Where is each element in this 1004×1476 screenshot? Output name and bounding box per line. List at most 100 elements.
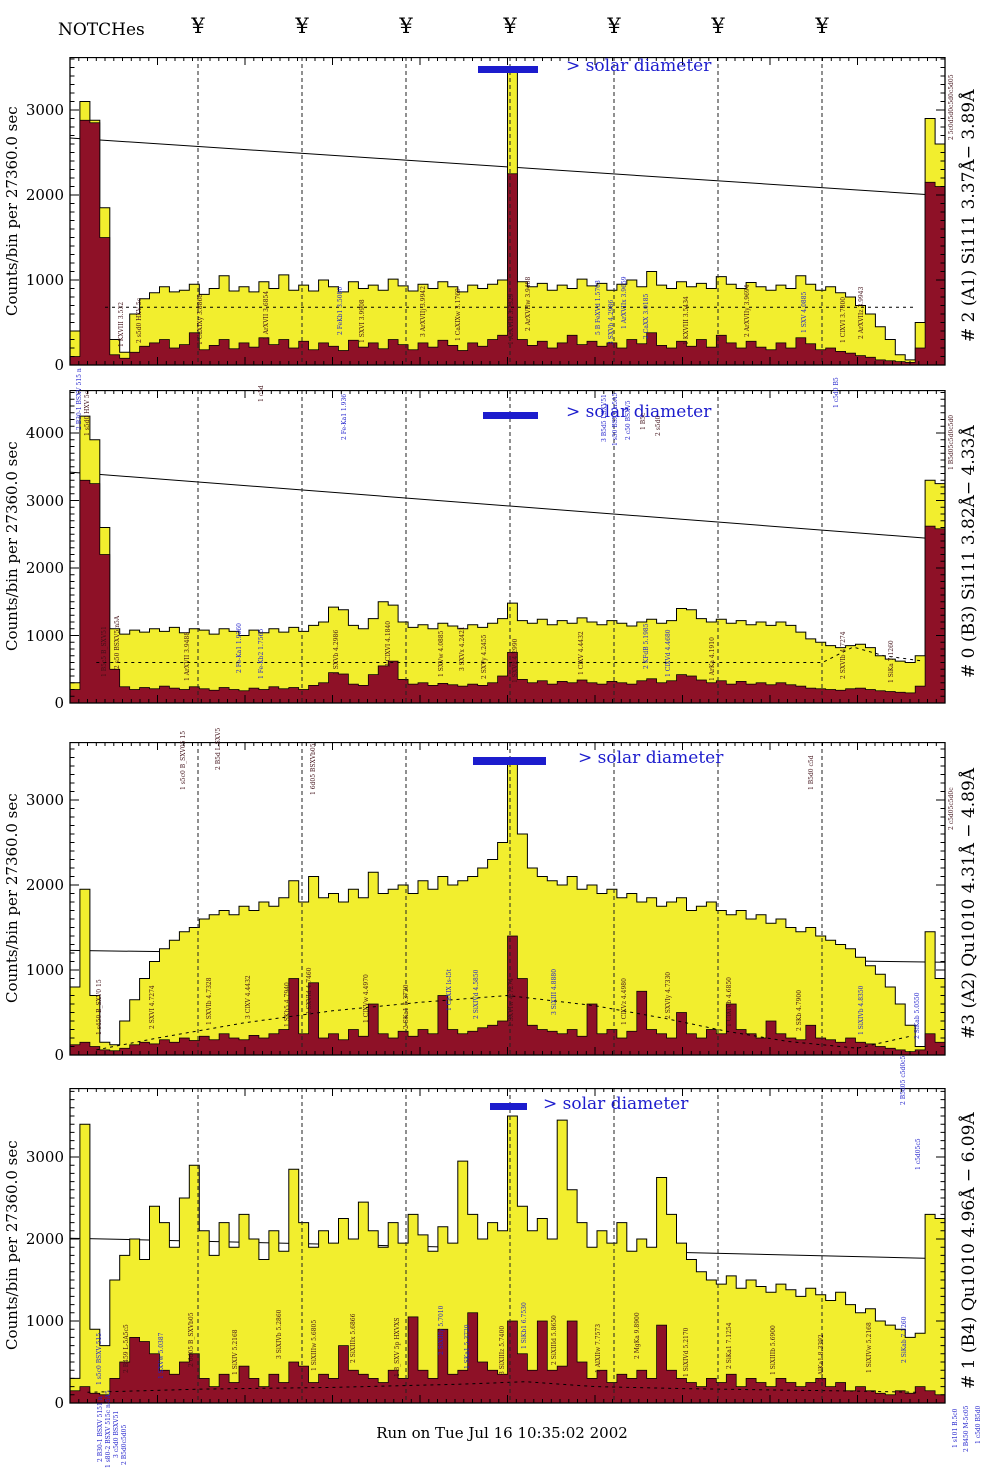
background-counts-histogram bbox=[69, 119, 946, 366]
axis-ticks bbox=[69, 1088, 946, 1404]
line-id-label: 2 SXVIy 4.7330 bbox=[665, 971, 672, 1019]
y-tick-label: 0 bbox=[54, 1394, 64, 1412]
outer-id-label: 2 Fe-Ka1 1.936 bbox=[341, 393, 348, 440]
line-id-label: 2 AlKa1 8.3392 bbox=[818, 1334, 826, 1381]
line-id-label: 1 AlXIIw 7.7573 bbox=[595, 1323, 602, 1373]
line-id-label: 3 ArXVIIj 3.9942 bbox=[420, 285, 427, 337]
outer-id-label: 2 5c0d5d0c5d0c5d05 bbox=[948, 74, 955, 140]
channel-label: # 1 (B4) Qu1010 4.96Å − 6.09Å bbox=[959, 1112, 979, 1389]
line-id-label: 1 ClXVw 4.4970 bbox=[363, 974, 371, 1023]
line-id-label: 2 SiKab 5.0550 bbox=[914, 992, 922, 1039]
y-axis-title: Counts/bin per 27360.0 sec bbox=[3, 1140, 21, 1351]
outer-id-label: 1 B5c bbox=[640, 412, 647, 430]
line-id-label: 2 ClXVI 4.1840 bbox=[385, 620, 392, 667]
line-id-label: 1 SXVz 4.2990 bbox=[511, 638, 519, 683]
line-id-label: 1 SXVw 4.0885 bbox=[437, 630, 445, 677]
line-id-label: 1 ClXVd 4.4680 bbox=[665, 629, 672, 677]
y-tick-label: 1000 bbox=[25, 1312, 64, 1330]
line-id-label: 1 CaXIX ls-l5t bbox=[446, 969, 454, 1011]
notch-icon: ¥ bbox=[399, 14, 413, 38]
notch-icon: ¥ bbox=[711, 14, 725, 38]
line-id-label: 1 ArKa 4.1910 bbox=[708, 637, 716, 681]
axis-ticks bbox=[69, 742, 946, 1056]
y-tick-label: 0 bbox=[54, 356, 64, 374]
line-id-label: 1 SXVw 5.0387 bbox=[157, 1332, 165, 1379]
axis-ticks bbox=[69, 390, 946, 704]
outer-id-label: 1 B5d05c5d0c5d0 bbox=[948, 414, 955, 470]
y-tick-label: 0 bbox=[54, 1046, 64, 1064]
line-id-label: 1 B_SXV 5p HXVXS bbox=[393, 1317, 401, 1377]
line-id-label: 1 SiXIVw 5.2168 bbox=[866, 1322, 874, 1373]
solar-diameter-label: > solar diameter bbox=[566, 402, 712, 422]
line-id-label: 1 SiXIIIw 5.6805 bbox=[310, 1319, 318, 1371]
line-id-label: 2 SXVy 4.2455 bbox=[481, 634, 489, 680]
background-counts-histogram bbox=[69, 1312, 946, 1404]
line-id-label: 2 MgKa 9.8900 bbox=[634, 1312, 642, 1359]
outer-id-label: 1 s5d0 HXV 5c bbox=[84, 390, 91, 436]
line-id-label: 2 SKa1 5.3720 bbox=[402, 984, 410, 1029]
solar-diameter-label: > solar diameter bbox=[578, 748, 724, 768]
line-id-label: 1 SXVb 4.2986 bbox=[332, 629, 340, 675]
line-id-label: 3 SiXIVb 5.2860 bbox=[275, 1309, 283, 1359]
y-tick-label: 1000 bbox=[25, 626, 64, 645]
line-id-label: 1 ClXVI 3.7800 bbox=[840, 296, 847, 343]
outer-id-label: 1 c5d05c5 bbox=[915, 1138, 922, 1170]
line-id-label: 2 ArXVIIw 3.9488 bbox=[525, 276, 532, 331]
outer-id-label: 1 s5c0 B_SXV05 15 bbox=[180, 730, 187, 790]
line-id-label: 3 ClXV 4.4432 bbox=[245, 975, 252, 1019]
outer-id-label: 1 c5d0 B5 bbox=[833, 377, 840, 408]
y-tick-label: 2000 bbox=[25, 559, 64, 577]
y-axis-title: Counts/bin per 27360.0 sec bbox=[3, 106, 21, 316]
line-id-label: 1 s5c0 BSXV 515 bbox=[96, 1332, 104, 1385]
line-id-label: 1 SiXIVd 5.2170 bbox=[682, 1327, 690, 1377]
line-id-label: 1 SKa1 5.3720 bbox=[463, 1324, 471, 1369]
outer-id-label: 2 B30-1 BSXV 515 n bbox=[76, 368, 83, 430]
line-id-label: 2 s5d0 HXV 5c bbox=[135, 297, 143, 343]
outer-id-label: 2 B5d L-SXV5 bbox=[215, 727, 222, 770]
outer-id-label: 1 s50 BSXV n5A5 bbox=[612, 392, 619, 446]
outer-id-label: 1 c5d0 B5d0 bbox=[975, 1405, 982, 1444]
line-id-label: 1 SKb5 4.7940 bbox=[284, 982, 292, 1027]
outer-id-label: 2 B5d0c5d05 bbox=[121, 1424, 128, 1465]
solar-diameter-bar bbox=[490, 1103, 527, 1110]
notch-icon: ¥ bbox=[191, 14, 205, 38]
line-id-label: 2 KFdB 5.1985 bbox=[643, 623, 651, 669]
outer-id-label: 1 B5d0 c5d bbox=[808, 755, 815, 790]
line-id-label: 2 SiXIIId 5.8650 bbox=[551, 1315, 559, 1365]
channel-label: # 0 (B3) Si111 3.82Å− 4.33Å bbox=[959, 425, 979, 678]
trend-line bbox=[69, 471, 946, 541]
solar-diameter-bar bbox=[473, 757, 546, 765]
line-id-label: 1 B5c5 B_SXV51 bbox=[100, 626, 108, 677]
dashed-guide-line bbox=[96, 646, 924, 663]
panel-3-plot bbox=[69, 742, 946, 1056]
line-id-label: 2 SiKa1 7.1254 bbox=[726, 1322, 734, 1369]
y-tick-label: 2000 bbox=[25, 876, 64, 894]
line-id-label: 3 SiXIII 4.8880 bbox=[551, 968, 559, 1015]
line-id-label: 2 6d05 B_SXVb05 bbox=[188, 1312, 196, 1367]
outer-id-label: 3 B5d5 LSXV51 bbox=[601, 394, 608, 442]
line-id-label: 2 SXVIb 4.7274 bbox=[840, 631, 847, 679]
background-counts-histogram bbox=[69, 479, 946, 704]
line-id-label: 2 SiKab 7.1260 bbox=[901, 1316, 909, 1363]
y-tick-label: 2000 bbox=[25, 1230, 64, 1248]
line-id-label: 2 s50 BSXV5 n5A bbox=[113, 615, 121, 669]
line-id-label: 1 KXVIII 3.532 bbox=[118, 301, 126, 347]
line-id-label: 1 s450 B_SXV0 15 bbox=[96, 979, 104, 1035]
line-id-label: 1 KXVIII 3.5434 bbox=[682, 296, 690, 345]
line-id-label: 2 SXVI 4.7274 bbox=[148, 985, 156, 1029]
line-id-label: 1 ClXIVb 4.6850 bbox=[726, 977, 734, 1027]
line-id-label: 1 ArXVII 3.9488 bbox=[183, 631, 191, 681]
channel-label: #3 (A2) Qu1010 4.31Å − 4.89Å bbox=[959, 767, 979, 1040]
line-id-label: 3 SXVb 4.2986 bbox=[608, 299, 616, 345]
line-id-label: 1 ClXV 4.4432 bbox=[577, 631, 585, 675]
line-id-label: 1 SiXIIIb 5.6900 bbox=[770, 1325, 777, 1375]
run-caption: Run on Tue Jul 16 10:35:02 2002 bbox=[376, 1424, 628, 1442]
y-tick-label: 3000 bbox=[25, 101, 64, 119]
line-id-label: 2 Fe-Ka1 1.9360 bbox=[236, 623, 244, 673]
notch-icon: ¥ bbox=[503, 14, 517, 38]
line-id-label: 2 B459 L-5A5c5 bbox=[122, 1324, 130, 1373]
y-tick-label: 4000 bbox=[25, 424, 64, 442]
line-id-label: 2 FeKb1 3.5080 bbox=[336, 286, 344, 335]
line-id-label: 1 CaXIXy 3.8868 bbox=[196, 293, 204, 345]
